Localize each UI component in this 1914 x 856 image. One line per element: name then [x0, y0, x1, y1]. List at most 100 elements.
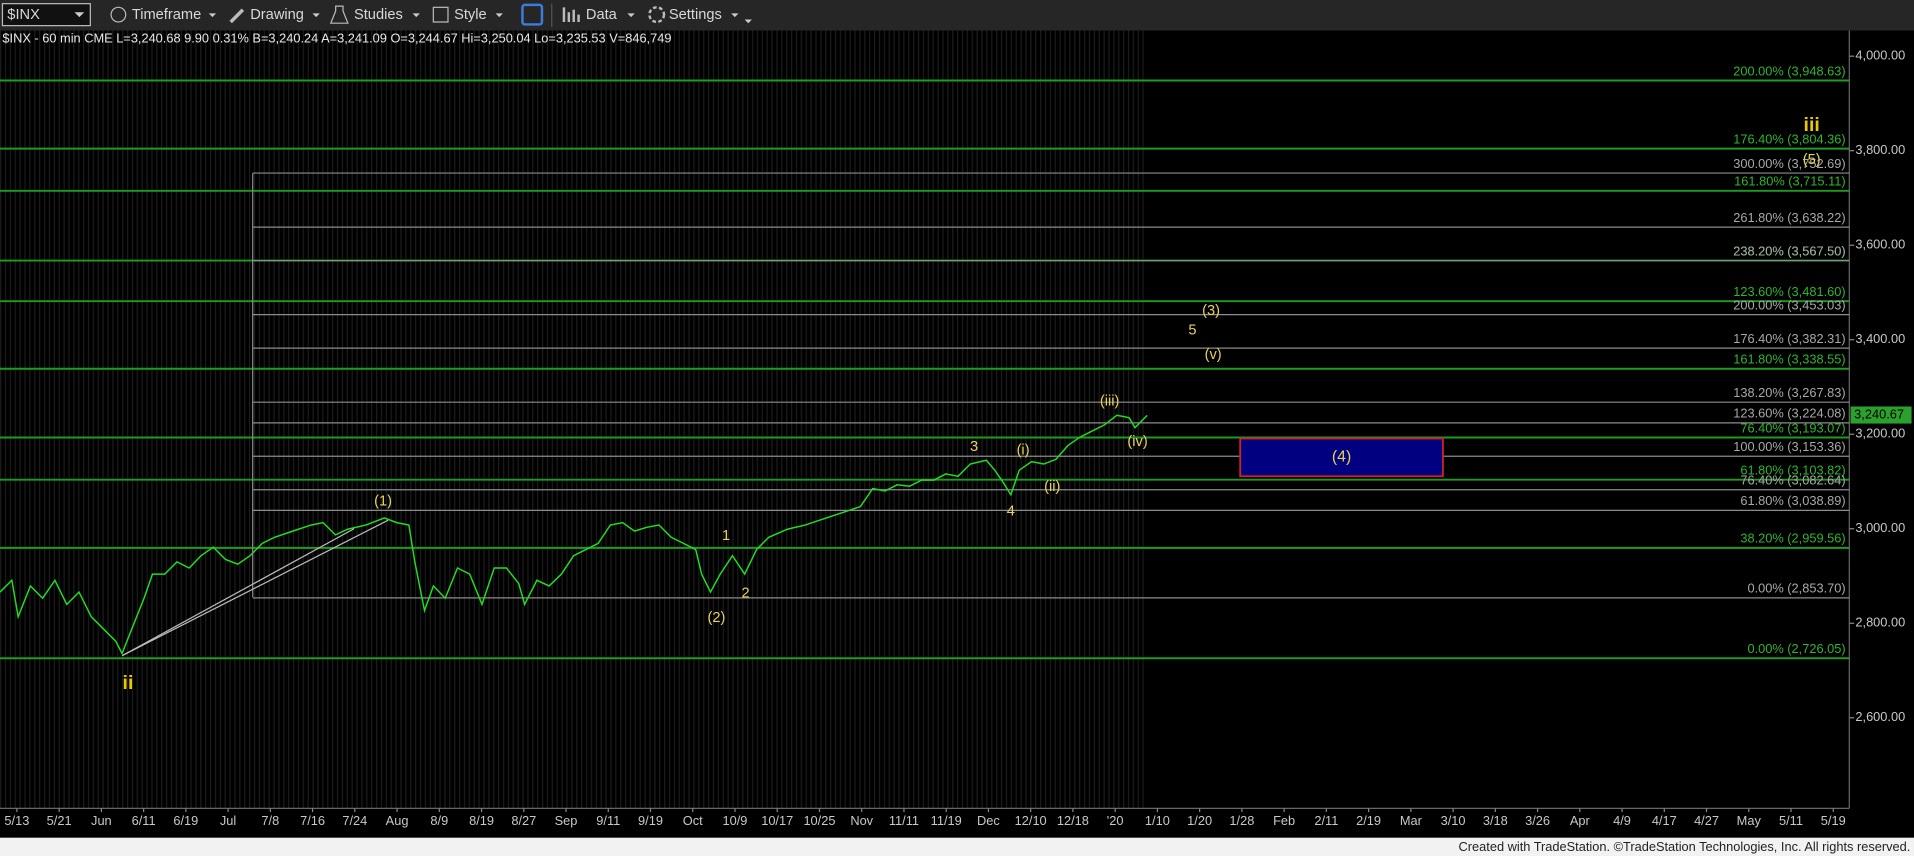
- y-tick-label: 4,000.00: [1855, 48, 1905, 63]
- x-tick-label: 7/24: [342, 813, 367, 828]
- x-tick-label: Oct: [683, 813, 703, 828]
- x-tick-label: 4/17: [1652, 813, 1677, 828]
- settings-icon: [648, 6, 666, 24]
- wave-label: (3): [1202, 303, 1220, 319]
- x-tick-label: Sep: [555, 813, 578, 828]
- fib-label: 61.80% (3,038.89): [1740, 493, 1845, 508]
- x-tick-label: 1/20: [1187, 813, 1212, 828]
- x-tick-label: 8/27: [511, 813, 536, 828]
- fib-label: 176.40% (3,382.31): [1733, 331, 1845, 346]
- dropdown-arrow[interactable]: [744, 19, 752, 24]
- x-tick-label: 3/18: [1483, 813, 1508, 828]
- menu-studies[interactable]: Studies: [354, 7, 403, 23]
- wave-label: (1): [374, 494, 392, 510]
- x-tick-label: May: [1737, 813, 1762, 828]
- x-tick-label: 10/9: [723, 813, 748, 828]
- drawing-icon: [229, 8, 245, 24]
- dropdown-arrow[interactable]: [412, 13, 420, 18]
- x-tick-label: 2/19: [1356, 813, 1381, 828]
- y-tick-label: 2,800.00: [1855, 615, 1905, 630]
- wave-label: 4: [1007, 504, 1015, 520]
- fib-label: 200.00% (3,948.63): [1733, 63, 1845, 78]
- fib-label: 76.40% (3,193.07): [1740, 420, 1845, 435]
- dropdown-arrow[interactable]: [208, 13, 217, 18]
- x-tick-label: 8/9: [430, 813, 448, 828]
- fib-label: 176.40% (3,804.36): [1733, 131, 1845, 146]
- x-tick-label: 2/11: [1314, 813, 1338, 828]
- fib-label: 123.60% (3,224.08): [1733, 406, 1845, 421]
- plot: 200.00% (3,948.63)176.40% (3,804.36)161.…: [0, 48, 1912, 828]
- x-tick-label: 6/11: [132, 813, 156, 828]
- x-tick-label: 5/19: [1821, 813, 1846, 828]
- menu-timeframe[interactable]: Timeframe: [132, 7, 201, 23]
- fib-label: 61.80% (3,103.82): [1740, 463, 1845, 478]
- fib-label: 238.20% (3,567.50): [1733, 243, 1845, 258]
- fib-label: 123.60% (3,481.60): [1733, 284, 1845, 299]
- layout-icon[interactable]: [521, 3, 544, 26]
- fib-label: 261.80% (3,638.22): [1733, 210, 1845, 225]
- x-tick-label: 3/10: [1441, 813, 1466, 828]
- fib-label: 200.00% (3,453.03): [1733, 298, 1845, 313]
- price-line: [0, 414, 1148, 656]
- footer-text: Created with TradeStation. ©TradeStation…: [1459, 839, 1911, 854]
- wave-label: (i): [1017, 443, 1030, 459]
- menu-data[interactable]: Data: [586, 7, 618, 23]
- menu-style[interactable]: Style: [454, 7, 487, 23]
- target-box: [1239, 437, 1444, 478]
- x-tick-label: 3/26: [1525, 813, 1550, 828]
- x-tick-label: 11/11: [889, 813, 919, 828]
- x-tick-label: 7/8: [261, 813, 279, 828]
- x-tick-label: Apr: [1570, 813, 1591, 828]
- x-tick-label: 4/9: [1613, 813, 1631, 828]
- dropdown-arrow[interactable]: [74, 12, 85, 18]
- fib-label: 0.00% (2,726.05): [1747, 641, 1845, 656]
- menu-settings[interactable]: Settings: [669, 7, 722, 23]
- y-tick-label: 3,200.00: [1855, 426, 1905, 441]
- x-tick-label: 8/19: [469, 813, 494, 828]
- x-tick-label: '20: [1107, 813, 1124, 828]
- last-price-tag: [1850, 406, 1912, 424]
- fib-label: 76.40% (3,082.64): [1740, 473, 1845, 488]
- x-tick-label: 1/10: [1145, 813, 1170, 828]
- dropdown-arrow[interactable]: [495, 13, 503, 18]
- footer: [0, 837, 1914, 856]
- symbol-box[interactable]: [1, 3, 91, 27]
- dropdown-arrow[interactable]: [312, 13, 320, 18]
- y-tick-label: 3,800.00: [1855, 142, 1905, 157]
- wave-label: 2: [741, 585, 749, 601]
- chart-title: $INX - 60 min CME L=3,240.68 9.90 0.31% …: [2, 30, 671, 45]
- wave-label-major: iii: [1804, 114, 1820, 136]
- fib-label: 138.20% (3,267.83): [1733, 385, 1845, 400]
- wave-label-major: ii: [123, 672, 134, 694]
- studies-icon: [329, 5, 349, 24]
- x-tick-label: Nov: [850, 813, 873, 828]
- x-tick-label: 5/21: [47, 813, 72, 828]
- menu-drawing[interactable]: Drawing: [250, 7, 304, 23]
- fib-label: 0.00% (2,853.70): [1747, 581, 1845, 596]
- x-tick-label: 5/13: [4, 813, 29, 828]
- wave-label: 3: [970, 439, 978, 455]
- toolbar: [0, 0, 1914, 31]
- symbol-input[interactable]: $INX: [7, 7, 40, 23]
- y-tick-label: 3,600.00: [1855, 237, 1905, 252]
- x-tick-label: 12/10: [1015, 813, 1047, 828]
- wave-label: (5): [1803, 152, 1821, 168]
- wave-label: 1: [722, 528, 730, 544]
- fib-label: 300.00% (3,752.69): [1733, 156, 1845, 171]
- dropdown-arrow[interactable]: [627, 13, 635, 18]
- x-tick-label: Aug: [386, 813, 409, 828]
- x-tick-label: Mar: [1400, 813, 1423, 828]
- dropdown-arrow[interactable]: [731, 13, 739, 18]
- wave-label: (iii): [1100, 394, 1120, 410]
- style-icon: [432, 6, 449, 23]
- fib-label: 238.20% (3,567.50): [1733, 243, 1845, 258]
- y-tick-label: 3,000.00: [1855, 520, 1905, 535]
- wave-label: (2): [707, 610, 725, 626]
- x-tick-label: 9/11: [596, 813, 620, 828]
- x-tick-label: 11/19: [931, 813, 962, 828]
- y-tick-label: 3,400.00: [1855, 331, 1905, 346]
- fib-label: 161.80% (3,715.11): [1734, 174, 1845, 189]
- x-tick-label: 10/25: [803, 813, 835, 828]
